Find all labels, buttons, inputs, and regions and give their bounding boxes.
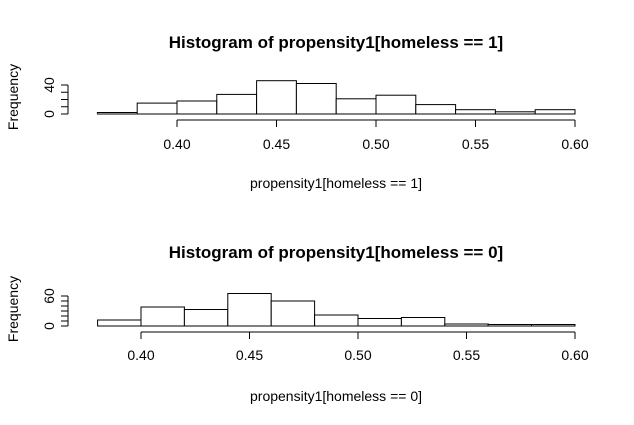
x-tick-label: 0.45 <box>236 347 263 363</box>
histogram-panel-homeless-0: Histogram of propensity1[homeless == 0] … <box>5 243 589 404</box>
histogram-bar <box>176 100 218 115</box>
y-tick-label: 40 <box>41 77 57 93</box>
chart-title: Histogram of propensity1[homeless == 1] <box>169 33 503 52</box>
x-tick-label: 0.40 <box>163 136 190 152</box>
y-tick-label: 0 <box>41 322 57 330</box>
histogram-bar <box>357 318 402 327</box>
histogram-bar <box>140 306 185 327</box>
x-tick-label: 0.40 <box>127 347 154 363</box>
histogram-bar <box>227 293 272 327</box>
x-tick-label: 0.50 <box>344 347 371 363</box>
bars <box>96 80 576 115</box>
y-tick-label: 0 <box>41 110 57 118</box>
x-axis: 0.40 0.45 0.50 0.55 0.60 <box>127 331 589 363</box>
y-axis: 0 60 <box>41 288 69 330</box>
histogram-bar <box>455 109 496 115</box>
x-tick-label: 0.55 <box>462 136 489 152</box>
histogram-bar <box>183 309 229 327</box>
y-tick-label: 60 <box>41 288 57 304</box>
x-tick-label: 0.50 <box>362 136 389 152</box>
histogram-bar <box>415 104 457 115</box>
y-axis-label: Frequency <box>5 64 21 130</box>
histogram-bar <box>494 111 536 115</box>
histogram-bar <box>216 93 258 115</box>
x-tick-label: 0.60 <box>561 136 588 152</box>
histogram-bar <box>295 83 337 115</box>
histogram-bar <box>400 317 446 327</box>
y-axis-label: Frequency <box>5 276 21 342</box>
histogram-bar <box>534 109 576 115</box>
histogram-bar <box>97 319 142 327</box>
histogram-bar <box>270 300 316 327</box>
histogram-bar <box>136 102 178 115</box>
x-axis: 0.40 0.45 0.50 0.55 0.60 <box>163 119 589 152</box>
y-axis: 0 40 <box>41 77 69 118</box>
histogram-bar <box>444 323 489 327</box>
histogram-panel-homeless-1: Histogram of propensity1[homeless == 1] … <box>5 33 589 191</box>
histogram-bar <box>335 98 377 115</box>
histogram-bar <box>375 94 417 115</box>
x-axis-label: propensity1[homeless == 0] <box>250 388 422 404</box>
x-tick-label: 0.45 <box>263 136 290 152</box>
x-axis-label: propensity1[homeless == 1] <box>250 175 422 191</box>
x-tick-label: 0.60 <box>561 347 588 363</box>
histogram-bar <box>487 324 533 327</box>
x-tick-label: 0.55 <box>453 347 480 363</box>
bars <box>97 293 576 327</box>
histogram-bar <box>314 314 359 327</box>
chart-title: Histogram of propensity1[homeless == 0] <box>169 243 503 262</box>
histogram-bar <box>96 112 138 115</box>
histogram-bar <box>256 80 297 115</box>
histogram-bar <box>531 324 576 327</box>
